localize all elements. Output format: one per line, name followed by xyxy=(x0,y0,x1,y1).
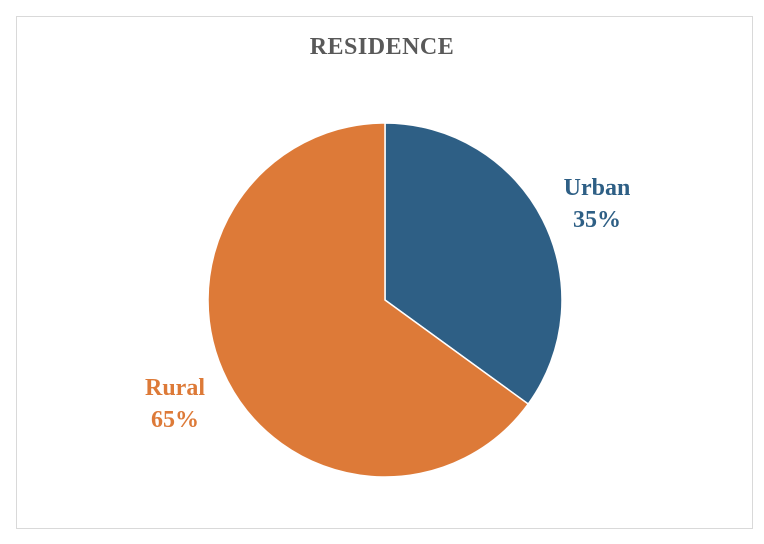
pie-slice-rural xyxy=(207,122,530,478)
slice-label-urban: Urban xyxy=(564,175,631,201)
slice-label-rural: Rural xyxy=(145,375,205,401)
chart-title: RESIDENCE xyxy=(309,34,455,60)
slice-value-label-rural: 65% xyxy=(151,407,199,433)
slice-value-label-urban: 35% xyxy=(573,207,621,233)
pie-slice-urban xyxy=(384,122,563,406)
